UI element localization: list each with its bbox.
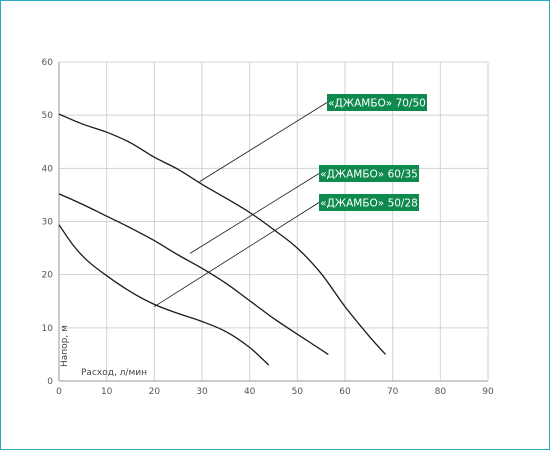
x-tick-label: 30 — [196, 387, 208, 397]
x-tick-label: 40 — [244, 387, 256, 397]
tick-labels: 0 10 20 30 40 50 60 0 10 20 30 40 50 60 70 80 90 — [42, 58, 494, 397]
curve-label-2: «ДЖАМБО» 60/35 — [320, 169, 418, 181]
leader-lines — [154, 102, 328, 307]
x-tick-label: 70 — [387, 387, 399, 397]
leader-line-2 — [189, 173, 320, 254]
grid — [58, 61, 489, 382]
curve-series-3 — [58, 224, 270, 366]
y-tick-label: 0 — [47, 377, 53, 387]
x-tick-label: 80 — [435, 387, 447, 397]
leader-line-1 — [199, 102, 328, 182]
x-tick-label: 50 — [292, 387, 304, 397]
x-tick-label: 0 — [56, 387, 62, 397]
y-tick-label: 40 — [42, 164, 54, 174]
curve-series-1 — [58, 113, 386, 355]
y-tick-label: 50 — [42, 111, 54, 121]
y-axis-label: Напор, м — [60, 325, 70, 367]
y-tick-label: 60 — [42, 58, 54, 68]
x-tick-label: 90 — [482, 387, 494, 397]
curves — [58, 113, 386, 366]
curve-label-box-3 — [319, 194, 419, 211]
curve-label-1: «ДЖАМБО» 70/50 — [328, 98, 426, 110]
curve-label-box-1 — [327, 94, 427, 111]
x-tick-label: 10 — [101, 387, 113, 397]
x-tick-label: 60 — [339, 387, 351, 397]
y-tick-label: 30 — [42, 218, 54, 228]
y-tick-label: 20 — [42, 271, 54, 281]
x-tick-label: 20 — [149, 387, 161, 397]
curve-label-box-2 — [319, 165, 419, 182]
y-tick-label: 10 — [42, 324, 54, 334]
curve-series-2 — [58, 193, 329, 355]
x-axis-label: Расход, л/мин — [81, 368, 147, 378]
curve-label-3: «ДЖАМБО» 50/28 — [320, 198, 418, 210]
leader-line-3 — [154, 202, 320, 307]
curve-labels: «ДЖАМБО» 70/50 «ДЖАМБО» 60/35 «ДЖАМБО» 50/… — [319, 94, 427, 211]
